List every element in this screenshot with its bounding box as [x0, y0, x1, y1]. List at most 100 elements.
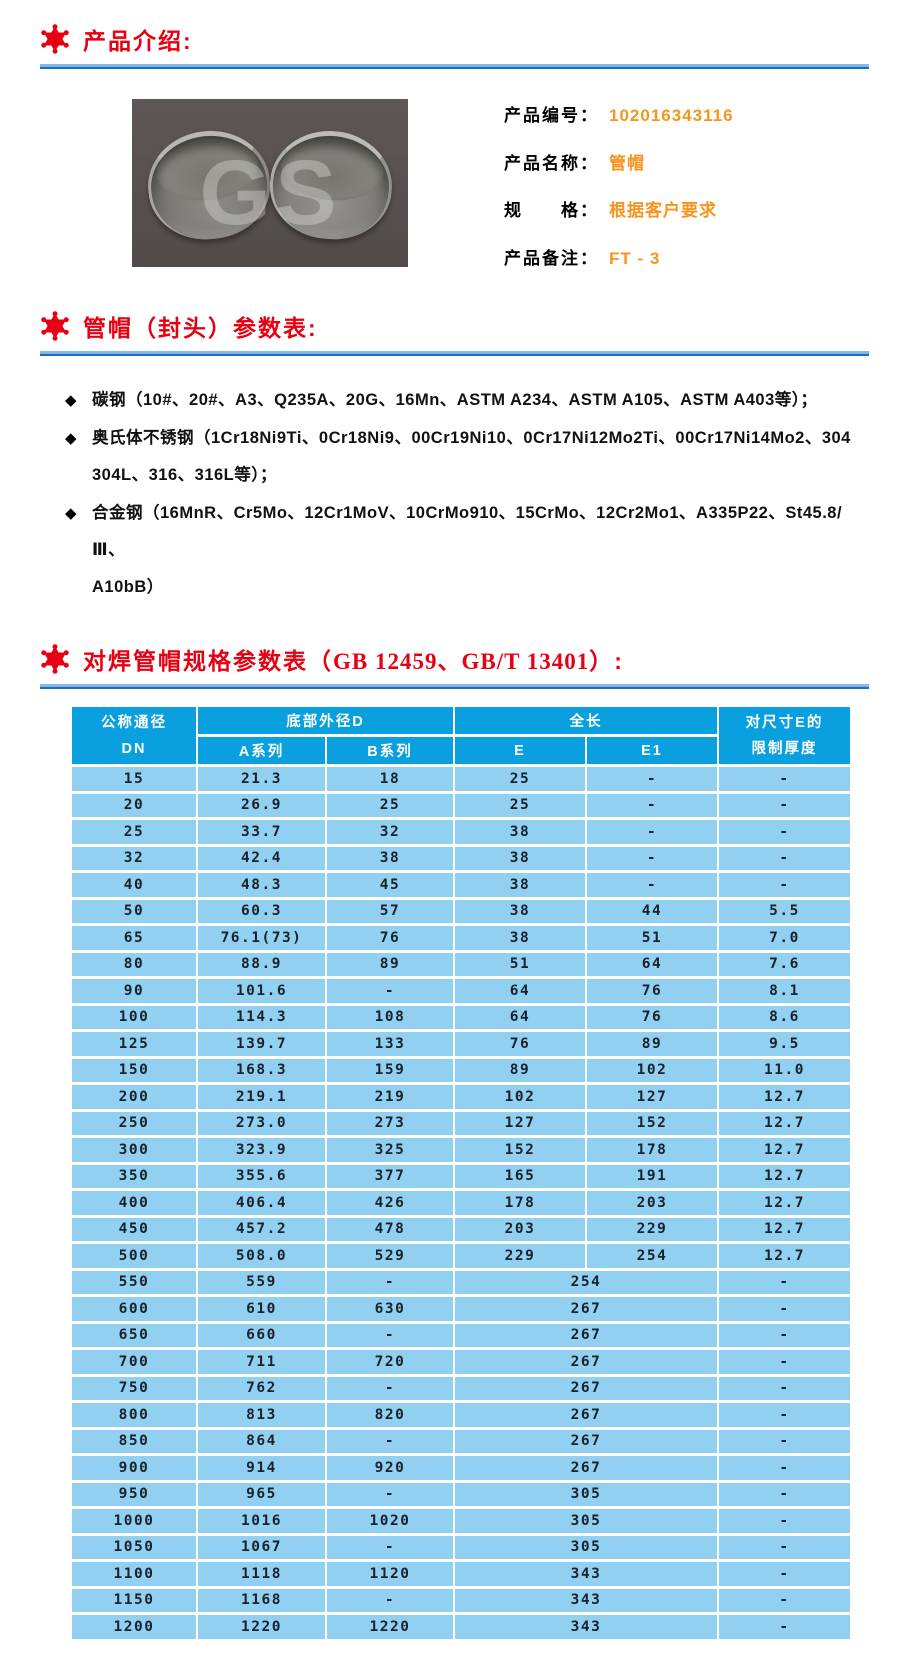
- table-cell: 168.3: [198, 1058, 325, 1082]
- table-cell: 45: [327, 873, 454, 897]
- table-cell: -: [719, 1429, 851, 1453]
- table-cell: 64: [587, 952, 718, 976]
- table-cell: 102: [455, 1085, 586, 1109]
- table-row: 90 101.6-64 76 8.1: [72, 979, 851, 1003]
- table-cell: 80: [72, 952, 196, 976]
- field-value: FT - 3: [609, 248, 661, 268]
- table-cell: 88.9: [198, 952, 325, 976]
- table-row: 400 406.4 426 178 203 12.7: [72, 1191, 851, 1215]
- table-cell: 660: [198, 1323, 325, 1347]
- table-cell: 25: [455, 793, 586, 817]
- table-cell: -: [719, 1376, 851, 1400]
- table-cell: 51: [455, 952, 586, 976]
- table-row: 65 76.1(73) 76 38 51 7.0: [72, 926, 851, 950]
- table-cell: 550: [72, 1270, 196, 1294]
- spec-title-standard: GB 12459、GB/T 13401: [333, 649, 590, 674]
- table-cell: 267: [455, 1350, 718, 1374]
- table-cell: 720: [327, 1350, 454, 1374]
- header-line: 对尺寸E的: [745, 714, 824, 731]
- table-cell: 42.4: [198, 846, 325, 870]
- section-spec-title: 对焊管帽规格参数表（GB 12459、GB/T 13401）:: [83, 642, 624, 676]
- field-value: 102016343116: [609, 106, 734, 125]
- table-row: 40 48.3 45 38- -: [72, 873, 851, 897]
- table-cell: 350: [72, 1164, 196, 1188]
- table-cell: 114.3: [198, 1005, 325, 1029]
- table-cell: 273.0: [198, 1111, 325, 1135]
- table-cell: 203: [455, 1217, 586, 1241]
- table-row: 750 762-267-: [72, 1376, 851, 1400]
- header-line: DN: [121, 740, 147, 757]
- spec-title-prefix: 对焊管帽规格参数表（: [83, 648, 333, 674]
- product-field-note: 产品备注： FT - 3: [504, 244, 734, 292]
- table-row: 50 60.3 57 38 44 5.5: [72, 899, 851, 923]
- table-cell: -: [719, 1270, 851, 1294]
- table-cell: 15: [72, 767, 196, 791]
- table-cell: 64: [455, 1005, 586, 1029]
- table-cell: 219: [327, 1085, 454, 1109]
- field-label: 规 格：: [504, 201, 599, 220]
- table-cell: 64: [455, 979, 586, 1003]
- red-star-icon: [41, 24, 69, 54]
- table-cell: 343: [455, 1588, 718, 1612]
- header-line: 限制厚度: [751, 740, 818, 757]
- table-cell: 32: [327, 820, 454, 844]
- table-row: 150 168.3 159 89 102 11.0: [72, 1058, 851, 1082]
- table-cell: 48.3: [198, 873, 325, 897]
- table-cell: 1067: [198, 1535, 325, 1559]
- table-cell: 1200: [72, 1615, 196, 1639]
- table-cell: 478: [327, 1217, 454, 1241]
- table-cell: 12.7: [719, 1244, 851, 1268]
- table-cell: 139.7: [198, 1032, 325, 1056]
- table-cell: 1120: [327, 1562, 454, 1586]
- table-cell: 650: [72, 1323, 196, 1347]
- table-cell: 191: [587, 1164, 718, 1188]
- table-cell: 529: [327, 1244, 454, 1268]
- table-cell: 813: [198, 1403, 325, 1427]
- table-cell: 12.7: [719, 1111, 851, 1135]
- table-cell: 920: [327, 1456, 454, 1480]
- table-cell: 57: [327, 899, 454, 923]
- table-cell: 254: [587, 1244, 718, 1268]
- product-photo: GS: [132, 99, 408, 267]
- table-cell: 102: [587, 1058, 718, 1082]
- table-row: 550 559-254-: [72, 1270, 851, 1294]
- table-cell: 90: [72, 979, 196, 1003]
- header-series-a: A系列: [198, 737, 325, 764]
- table-cell: 50: [72, 899, 196, 923]
- material-text: 合金钢（16MnR、Cr5Mo、12Cr1MoV、10CrMo910、15CrM…: [92, 495, 869, 606]
- section-params-header: 管帽（封头）参数表:: [40, 309, 869, 343]
- table-cell: 273: [327, 1111, 454, 1135]
- table-cell: 250: [72, 1111, 196, 1135]
- table-cell: 267: [455, 1456, 718, 1480]
- table-cell: -: [719, 767, 851, 791]
- material-item: ◆ 碳钢（10#、20#、A3、Q235A、20G、16Mn、ASTM A234、…: [65, 382, 869, 419]
- red-star-icon: [41, 644, 69, 674]
- table-cell: 864: [198, 1429, 325, 1453]
- table-cell: 25: [327, 793, 454, 817]
- table-row: 1200 1220 1220 343-: [72, 1615, 851, 1639]
- table-cell: 750: [72, 1376, 196, 1400]
- product-field-name: 产品名称： 管帽: [504, 149, 734, 197]
- section-params-title: 管帽（封头）参数表:: [83, 315, 318, 341]
- table-row: 350 355.6 377 165 191 12.7: [72, 1164, 851, 1188]
- table-cell: -: [327, 979, 454, 1003]
- table-cell: 100: [72, 1005, 196, 1029]
- section-divider: [40, 684, 869, 689]
- table-cell: -: [719, 1297, 851, 1321]
- table-cell: 711: [198, 1350, 325, 1374]
- table-cell: 125: [72, 1032, 196, 1056]
- table-cell: -: [327, 1429, 454, 1453]
- table-cell: 76: [587, 1005, 718, 1029]
- table-row: 1050 1067-305-: [72, 1535, 851, 1559]
- table-cell: 267: [455, 1376, 718, 1400]
- table-cell: 38: [455, 926, 586, 950]
- table-cell: 150: [72, 1058, 196, 1082]
- table-cell: -: [587, 820, 718, 844]
- table-cell: -: [719, 1535, 851, 1559]
- table-cell: 229: [587, 1217, 718, 1241]
- table-cell: 12.7: [719, 1138, 851, 1162]
- table-cell: 20: [72, 793, 196, 817]
- table-cell: -: [719, 1403, 851, 1427]
- table-row: 1100 1118 1120 343-: [72, 1562, 851, 1586]
- table-cell: -: [719, 1482, 851, 1506]
